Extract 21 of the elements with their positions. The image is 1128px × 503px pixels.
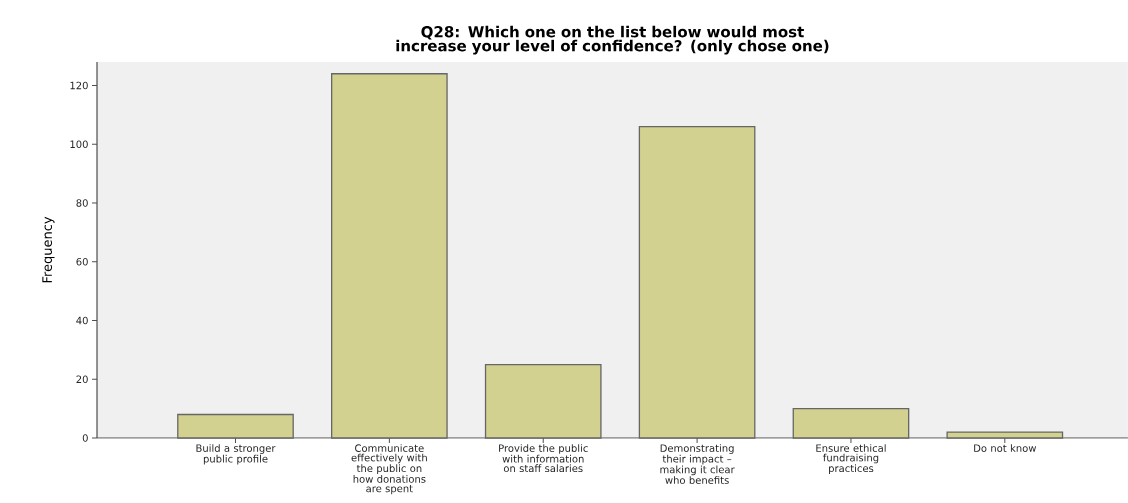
y-tick-label: 100 [70,140,88,149]
x-tick-label: Ensure ethical fundraising practices [816,444,886,475]
bar [638,125,756,439]
bar [177,413,294,439]
chart-title: Q28: Which one on the list below would most increase your level of confidence? (only chose one) [396,25,829,55]
bar [946,431,1064,439]
y-tick-label: 60 [76,257,88,266]
y-tick-label: 80 [76,199,88,207]
y-tick-label: 0 [82,434,88,442]
y-tick-label: 20 [76,375,88,384]
x-tick-label: Communicate effectively with the public on how donations are spent [351,444,427,495]
x-tick-label: Build a stronger public profile [196,444,276,465]
y-axis-title: Frequency [42,216,55,283]
y-tick-label: 40 [76,316,88,325]
x-tick-label: Do not know [974,444,1037,452]
bar [792,407,910,439]
y-tick-label: 120 [70,81,88,90]
bar [484,363,602,439]
x-tick-label: Provide the public with information on staff salaries [499,444,588,473]
x-tick-label: Demonstrating their impact – making it clear who benefits [660,444,735,484]
bar [331,73,448,439]
